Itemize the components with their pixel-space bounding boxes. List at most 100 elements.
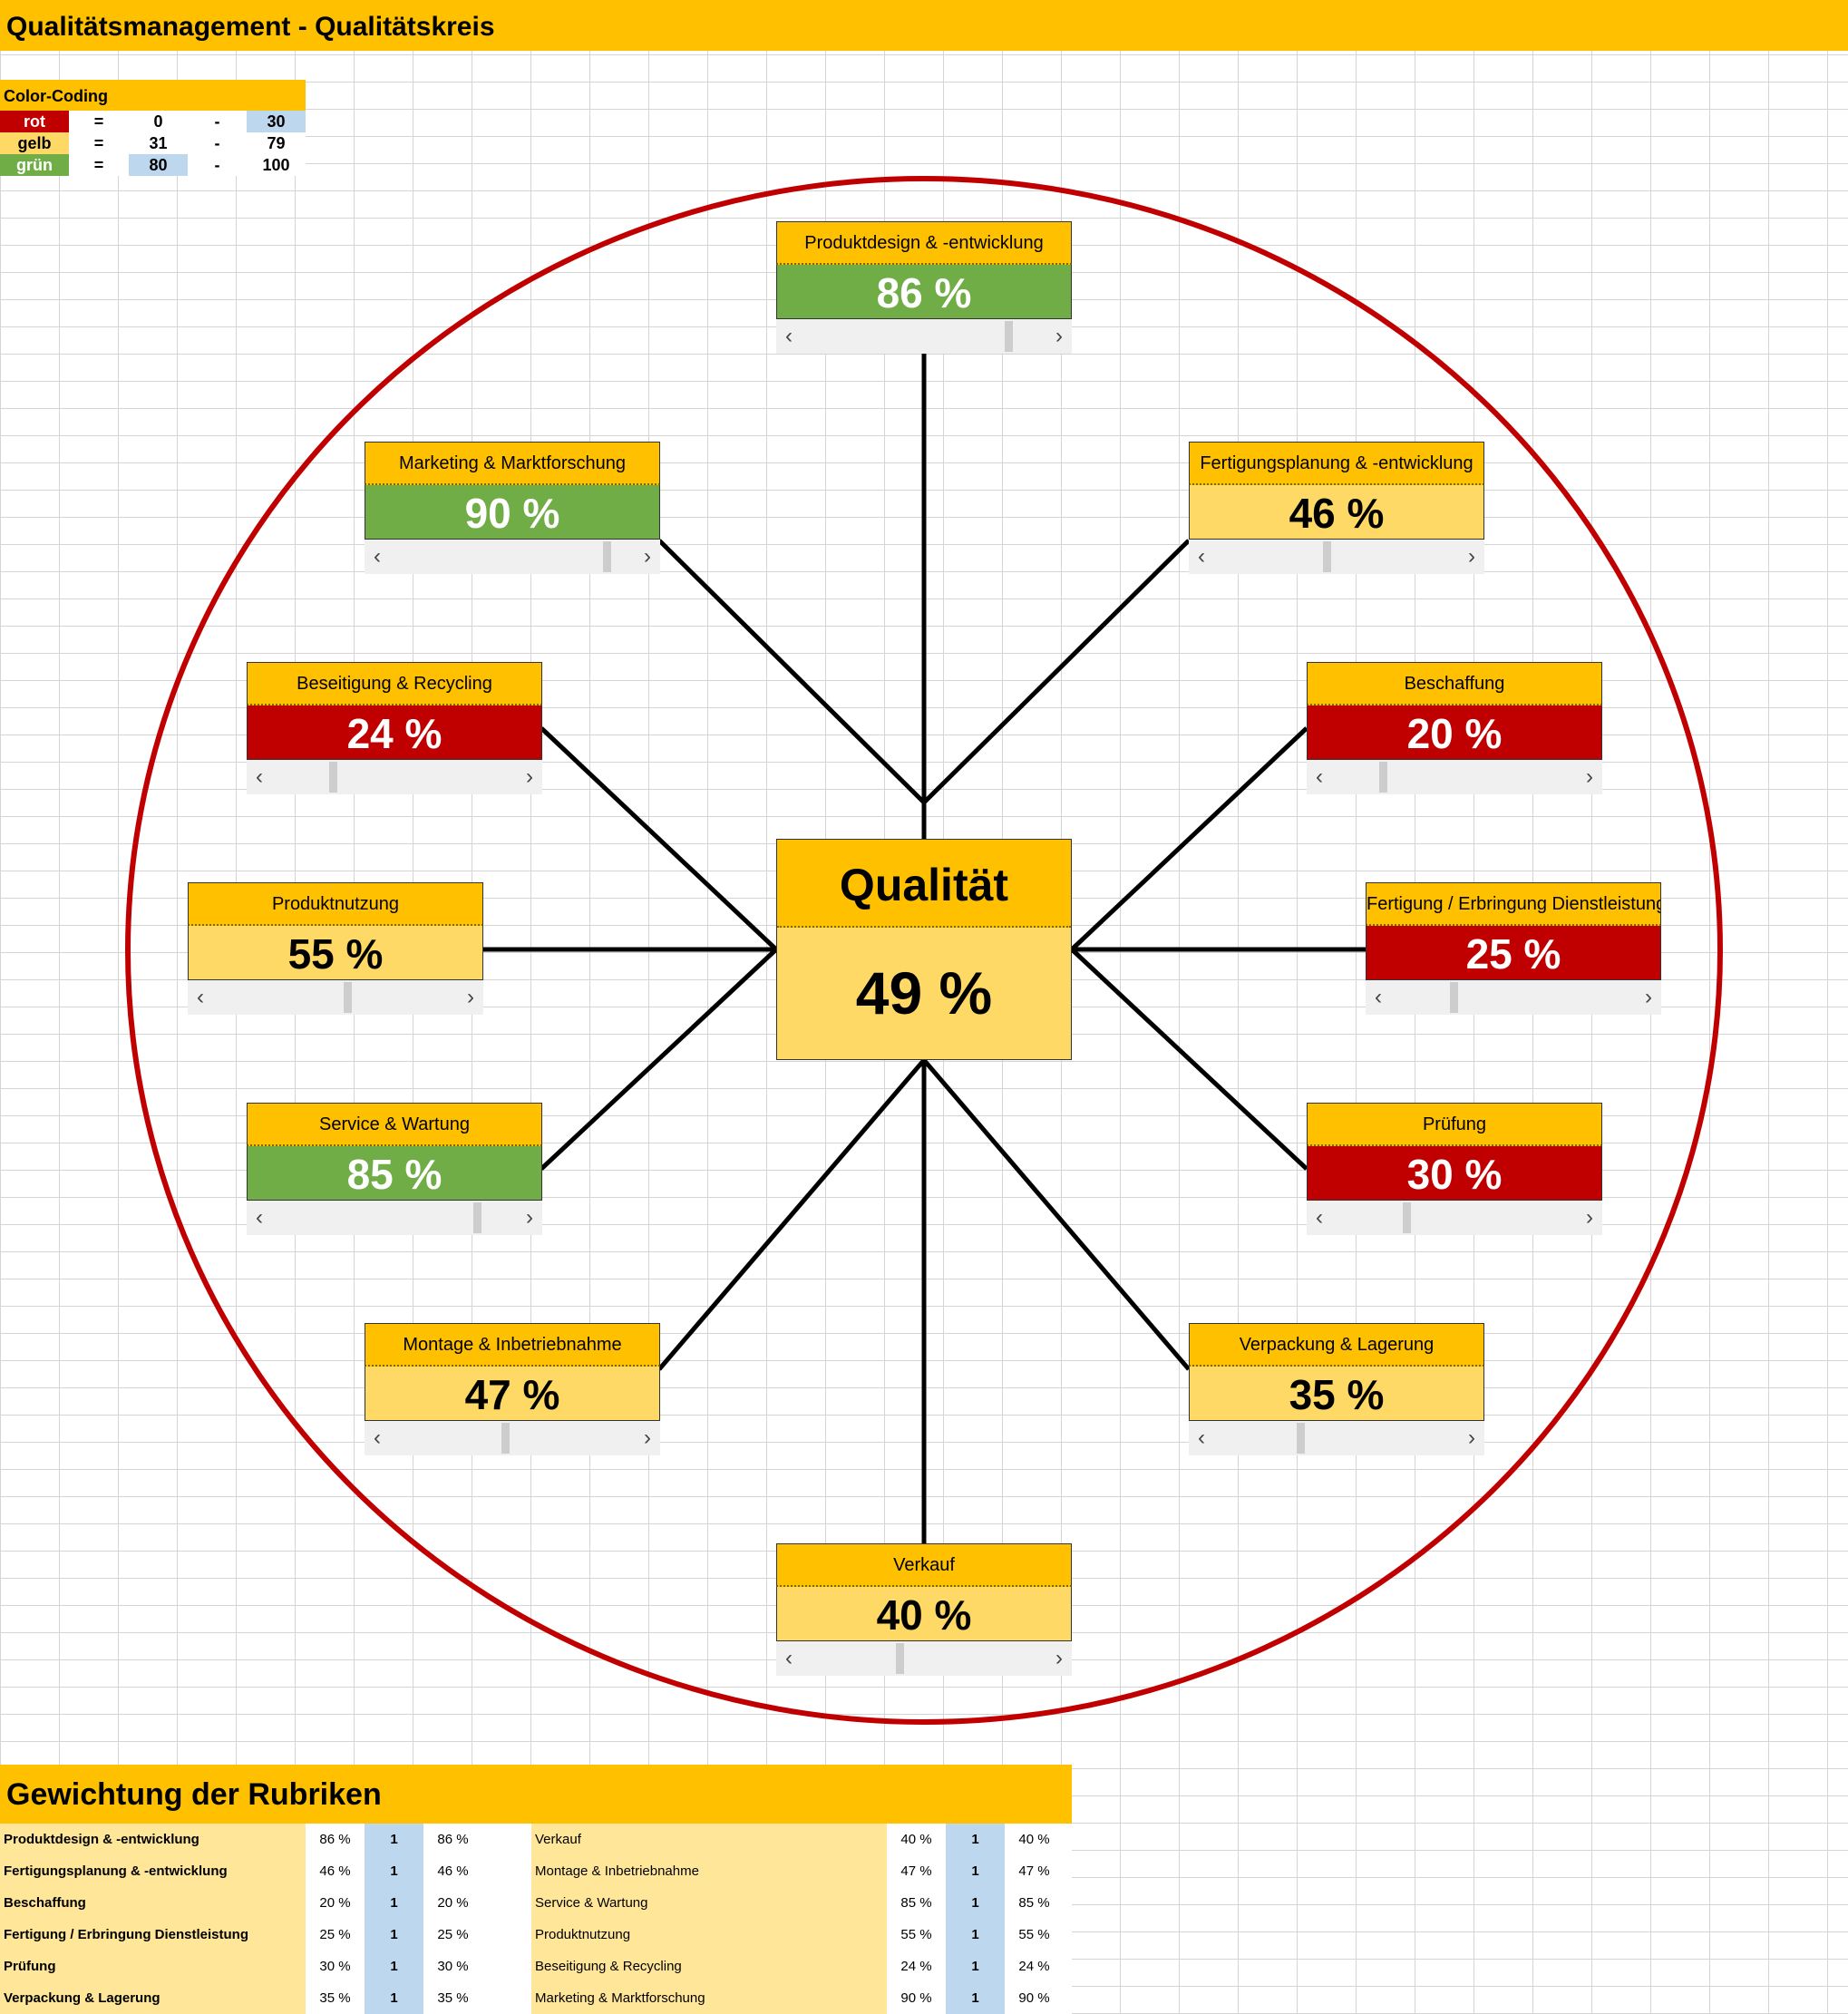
scroll-right-icon[interactable]: ›	[644, 544, 651, 569]
table-row: Verpackung & Lagerung 35 % 1 35 % Marketing …	[0, 1982, 1072, 2014]
scroll-thumb[interactable]	[328, 762, 337, 793]
category-scrollbar[interactable]: ‹ ›	[365, 540, 660, 574]
category-title: Beseitigung & Recycling	[247, 662, 542, 705]
row-weight-input[interactable]: 1	[946, 1824, 1005, 1855]
category-title: Marketing & Marktforschung	[365, 442, 660, 485]
scroll-left-icon[interactable]: ‹	[256, 1205, 263, 1230]
category-scrollbar[interactable]: ‹ ›	[776, 319, 1072, 354]
row-weight-input[interactable]: 1	[365, 1887, 423, 1919]
row-gap	[482, 1951, 531, 1982]
scroll-right-icon[interactable]: ›	[1645, 985, 1652, 1009]
scroll-right-icon[interactable]: ›	[467, 985, 474, 1009]
row-weight-input[interactable]: 1	[365, 1824, 423, 1855]
legend-to-input[interactable]: 30	[247, 111, 306, 132]
scroll-thumb[interactable]	[1297, 1423, 1306, 1454]
row-weight-input[interactable]: 1	[946, 1919, 1005, 1951]
category-scrollbar[interactable]: ‹ ›	[1307, 760, 1602, 794]
row-weight-input[interactable]: 1	[946, 1855, 1005, 1887]
row-weight-input[interactable]: 1	[365, 1855, 423, 1887]
row-pct: 85 %	[900, 1895, 932, 1911]
row-pct: 55 %	[900, 1927, 932, 1942]
row-pct: 35 %	[319, 1990, 351, 2006]
scroll-right-icon[interactable]: ›	[644, 1425, 651, 1450]
scroll-left-icon[interactable]: ‹	[197, 985, 204, 1009]
scroll-right-icon[interactable]: ›	[1055, 1646, 1063, 1670]
scroll-left-icon[interactable]: ‹	[1316, 764, 1323, 789]
scroll-right-icon[interactable]: ›	[1468, 544, 1475, 569]
row-gap	[482, 1919, 531, 1951]
scroll-left-icon[interactable]: ‹	[1198, 544, 1205, 569]
scroll-left-icon[interactable]: ‹	[374, 1425, 381, 1450]
row-name: Verpackung & Lagerung	[0, 1982, 306, 2014]
row-weight-input[interactable]: 1	[946, 1982, 1005, 2014]
scroll-right-icon[interactable]: ›	[526, 764, 533, 789]
scroll-thumb[interactable]	[1005, 321, 1014, 352]
category-title: Service & Wartung	[247, 1103, 542, 1146]
row-weight-input[interactable]: 1	[365, 1982, 423, 2014]
row-result: 85 %	[1018, 1895, 1050, 1911]
scroll-left-icon[interactable]: ‹	[1316, 1205, 1323, 1230]
scroll-left-icon[interactable]: ‹	[374, 544, 381, 569]
scroll-thumb[interactable]	[343, 982, 352, 1013]
legend-row-yellow: gelb = 31 - 79	[0, 132, 306, 154]
category-value: 55 %	[188, 926, 483, 980]
scroll-thumb[interactable]	[602, 541, 611, 572]
scroll-thumb[interactable]	[896, 1643, 905, 1674]
scroll-thumb[interactable]	[1379, 762, 1388, 793]
legend-to: 79	[267, 134, 286, 152]
legend-row-red: rot = 0 - 30	[0, 111, 306, 132]
category-scrollbar[interactable]: ‹ ›	[1189, 1421, 1484, 1455]
row-pct: 24 %	[900, 1959, 932, 1974]
scroll-right-icon[interactable]: ›	[1468, 1425, 1475, 1450]
scroll-right-icon[interactable]: ›	[1586, 764, 1593, 789]
quality-label: Qualität	[777, 840, 1071, 928]
scroll-left-icon[interactable]: ‹	[1198, 1425, 1205, 1450]
scroll-thumb[interactable]	[1403, 1202, 1412, 1233]
quality-center-box: Qualität 49 %	[776, 839, 1072, 1060]
row-result: 55 %	[1018, 1927, 1050, 1942]
row-result: 24 %	[1018, 1959, 1050, 1974]
category-value: 90 %	[365, 485, 660, 540]
scroll-thumb[interactable]	[472, 1202, 481, 1233]
row-weight-input[interactable]: 1	[365, 1951, 423, 1982]
category-scrollbar[interactable]: ‹ ›	[776, 1641, 1072, 1676]
category-title: Montage & Inbetriebnahme	[365, 1323, 660, 1367]
scroll-thumb[interactable]	[501, 1423, 510, 1454]
legend-from-input[interactable]: 80	[129, 154, 188, 176]
category-value: 24 %	[247, 705, 542, 760]
row-name: Fertigung / Erbringung Dienstleistung	[0, 1919, 306, 1951]
scroll-right-icon[interactable]: ›	[1055, 324, 1063, 348]
scroll-left-icon[interactable]: ‹	[785, 1646, 793, 1670]
connector-line	[922, 1058, 1191, 1371]
category-box: Produktdesign & -entwicklung 86 % ‹ ›	[776, 221, 1072, 355]
scroll-thumb[interactable]	[1450, 982, 1459, 1013]
scroll-right-icon[interactable]: ›	[1586, 1205, 1593, 1230]
row-name: Produktnutzung	[531, 1919, 887, 1951]
legend-name: gelb	[0, 132, 69, 154]
category-scrollbar[interactable]: ‹ ›	[365, 1421, 660, 1455]
category-scrollbar[interactable]: ‹ ›	[247, 760, 542, 794]
category-value: 30 %	[1307, 1146, 1602, 1201]
scroll-right-icon[interactable]: ›	[526, 1205, 533, 1230]
row-weight-input[interactable]: 1	[946, 1951, 1005, 1982]
row-result: 47 %	[1018, 1863, 1050, 1879]
category-title: Produktnutzung	[188, 882, 483, 926]
scroll-left-icon[interactable]: ‹	[785, 324, 793, 348]
scroll-thumb[interactable]	[1323, 541, 1332, 572]
row-name: Service & Wartung	[531, 1887, 887, 1919]
scroll-left-icon[interactable]: ‹	[1375, 985, 1382, 1009]
scroll-left-icon[interactable]: ‹	[256, 764, 263, 789]
category-scrollbar[interactable]: ‹ ›	[188, 980, 483, 1015]
category-scrollbar[interactable]: ‹ ›	[1366, 980, 1661, 1015]
row-result: 35 %	[437, 1990, 469, 2006]
category-scrollbar[interactable]: ‹ ›	[1307, 1201, 1602, 1235]
row-weight-input[interactable]: 1	[365, 1919, 423, 1951]
category-value: 86 %	[776, 265, 1072, 319]
category-scrollbar[interactable]: ‹ ›	[247, 1201, 542, 1235]
row-weight-input[interactable]: 1	[946, 1887, 1005, 1919]
category-scrollbar[interactable]: ‹ ›	[1189, 540, 1484, 574]
category-value: 47 %	[365, 1367, 660, 1421]
category-box: Fertigungsplanung & -entwicklung 46 % ‹ ›	[1189, 442, 1484, 576]
connector-line	[1070, 948, 1308, 1171]
legend-from: 0	[153, 112, 163, 131]
